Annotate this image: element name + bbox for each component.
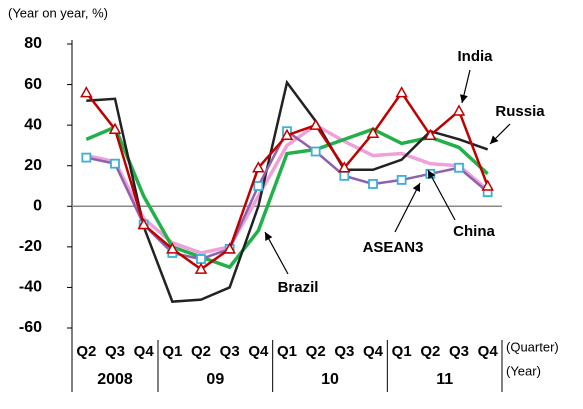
annotation-arrow bbox=[427, 169, 456, 221]
arrow-head bbox=[428, 170, 436, 179]
marker bbox=[194, 262, 208, 274]
year-label: 09 bbox=[206, 371, 224, 388]
y-tick-label: 40 bbox=[24, 116, 42, 133]
x-tick-label: Q2 bbox=[76, 343, 96, 360]
y-tick-label: 80 bbox=[24, 35, 42, 52]
marker bbox=[396, 175, 407, 185]
marker bbox=[310, 146, 321, 157]
x-tick-label: Q4 bbox=[363, 343, 384, 360]
series-line bbox=[85, 90, 489, 271]
marker bbox=[395, 86, 408, 98]
year-axis-title: (Year) bbox=[506, 363, 541, 378]
x-tick-label: Q4 bbox=[248, 343, 269, 360]
y-tick-label: -20 bbox=[19, 238, 42, 255]
x-tick-label: Q3 bbox=[220, 343, 240, 360]
marker bbox=[338, 161, 351, 173]
marker bbox=[196, 254, 206, 264]
marker bbox=[81, 152, 92, 163]
marker bbox=[481, 179, 494, 191]
y-tick-label: 0 bbox=[33, 198, 42, 215]
marker bbox=[366, 126, 380, 139]
x-tick-label: Q1 bbox=[162, 343, 182, 360]
x-tick-label: Q4 bbox=[478, 343, 499, 360]
marker bbox=[137, 217, 150, 230]
arrow-head bbox=[490, 135, 499, 144]
x-tick-label: Q1 bbox=[277, 343, 297, 360]
y-tick-label: -40 bbox=[19, 279, 42, 296]
x-tick-label: Q2 bbox=[191, 343, 211, 360]
x-tick-label: Q3 bbox=[449, 343, 469, 360]
year-label: 2008 bbox=[97, 371, 133, 388]
marker bbox=[108, 122, 122, 134]
arrow-head bbox=[459, 94, 468, 103]
x-tick-label: Q1 bbox=[392, 343, 412, 360]
annotation-arrow bbox=[394, 182, 421, 233]
x-tick-label: Q3 bbox=[105, 343, 125, 360]
marker bbox=[309, 118, 322, 130]
year-label: 11 bbox=[436, 371, 453, 388]
x-tick-label: Q4 bbox=[134, 343, 155, 360]
marker bbox=[166, 242, 179, 254]
marker bbox=[280, 128, 294, 141]
y-tick-label: 20 bbox=[24, 157, 42, 174]
x-axis-title: (Quarter) bbox=[506, 339, 559, 354]
annotation-label: China bbox=[453, 223, 495, 240]
y-tick-label: -60 bbox=[19, 319, 42, 336]
annotation-label: India bbox=[457, 48, 493, 65]
annotation-label: Brazil bbox=[278, 279, 319, 296]
series-line bbox=[85, 123, 489, 255]
marker bbox=[253, 181, 264, 191]
marker bbox=[110, 158, 120, 169]
annotation-label: Russia bbox=[495, 103, 545, 120]
x-tick-label: Q3 bbox=[334, 343, 354, 360]
series-line bbox=[86, 129, 489, 261]
year-label: 10 bbox=[321, 371, 339, 388]
marker bbox=[424, 128, 437, 141]
arrow-head bbox=[265, 232, 273, 241]
marker bbox=[368, 179, 378, 189]
annotation-label: ASEAN3 bbox=[363, 239, 424, 256]
marker bbox=[339, 170, 350, 181]
arrow-head bbox=[412, 183, 420, 192]
marker bbox=[454, 162, 464, 173]
marker bbox=[452, 104, 466, 116]
marker bbox=[252, 161, 265, 173]
marker bbox=[223, 242, 236, 254]
y-axis-title: (Year on year, %) bbox=[8, 5, 108, 20]
y-tick-label: 60 bbox=[24, 76, 42, 93]
x-tick-label: Q2 bbox=[420, 343, 440, 360]
marker bbox=[80, 86, 93, 98]
x-tick-label: Q2 bbox=[306, 343, 326, 360]
series-line bbox=[86, 79, 489, 303]
